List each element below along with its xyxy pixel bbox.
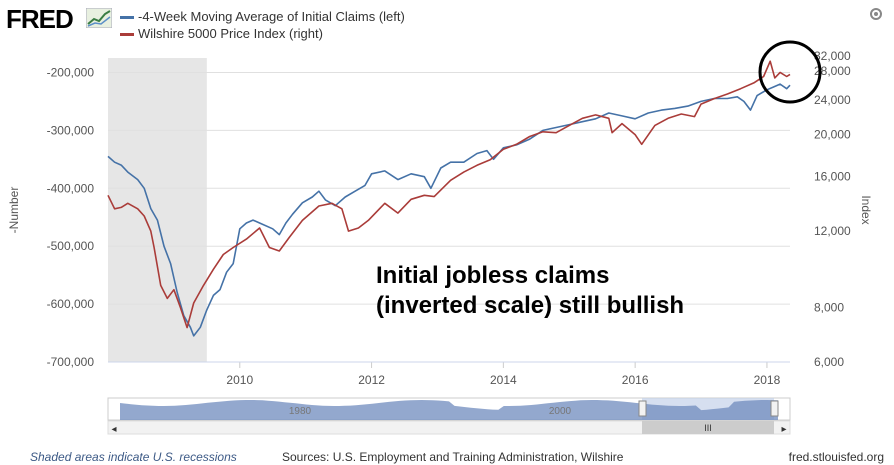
highlight-circle — [758, 40, 822, 104]
navigator-handle[interactable] — [638, 400, 647, 417]
right-tick-label: 20,000 — [814, 128, 851, 142]
legend-swatch-wilshire — [120, 33, 134, 37]
left-tick-label: -700,000 — [47, 355, 95, 369]
right-tick-label: 6,000 — [814, 355, 844, 369]
left-tick-label: -500,000 — [47, 239, 95, 253]
recession-shade — [108, 58, 207, 362]
series-layer — [107, 60, 791, 337]
line-graph-icon — [86, 8, 112, 28]
legend-label-claims: -4-Week Moving Average of Initial Claims… — [138, 9, 405, 24]
right-axis-label: Index — [859, 195, 873, 224]
scrollbar-grip[interactable]: III — [704, 423, 712, 433]
left-tick-label: -300,000 — [47, 123, 95, 137]
scroll-right-arrow-icon[interactable]: ▸ — [781, 424, 786, 435]
legend-label-wilshire: Wilshire 5000 Price Index (right) — [138, 26, 323, 41]
source-url[interactable]: fred.stlouisfed.org — [788, 450, 884, 464]
right-tick-label: 8,000 — [814, 301, 844, 315]
legend-swatch-claims — [120, 16, 134, 20]
scroll-left-arrow-icon[interactable]: ◂ — [111, 424, 116, 435]
right-tick-label: 32,000 — [814, 49, 851, 63]
left-tick-label: -400,000 — [47, 181, 95, 195]
plot-background — [108, 58, 207, 362]
chart-annotation: Initial jobless claims (inverted scale) … — [376, 261, 684, 321]
navigator-label: 1980 — [289, 406, 312, 417]
navigator-series — [120, 400, 778, 420]
right-tick-label: 24,000 — [814, 93, 851, 107]
legend-item-claims[interactable]: -4-Week Moving Average of Initial Claims… — [120, 9, 405, 24]
x-tick-label: 2014 — [490, 373, 517, 387]
left-tick-label: -200,000 — [47, 65, 95, 79]
series-line-wilshire[interactable] — [107, 60, 791, 329]
navigator[interactable]: 1980 2000 III ◂ ▸ — [107, 397, 791, 435]
right-tick-label: 12,000 — [814, 224, 851, 238]
scrollbar-track[interactable] — [107, 420, 791, 435]
x-tick-label: 2010 — [226, 373, 253, 387]
navigator-handle[interactable] — [770, 400, 779, 417]
chart-header: FRED -4-Week Moving Average of Initial C… — [0, 0, 894, 48]
highlight-circle-mark — [758, 40, 822, 104]
left-axis-label: -Number — [7, 187, 21, 234]
legend-item-wilshire[interactable]: Wilshire 5000 Price Index (right) — [120, 26, 323, 41]
sources-text: Sources: U.S. Employment and Training Ad… — [282, 450, 624, 464]
scrollbar-thumb[interactable] — [642, 421, 774, 434]
x-tick-label: 2012 — [358, 373, 385, 387]
recession-note: Shaded areas indicate U.S. recessions — [30, 450, 237, 464]
x-tick-label: 2016 — [622, 373, 649, 387]
fred-logo[interactable]: FRED — [6, 4, 74, 34]
right-tick-label: 28,000 — [814, 64, 851, 78]
annotation-line-1: Initial jobless claims — [376, 262, 610, 289]
x-tick-label: 2018 — [754, 373, 781, 387]
axes: -200,000 -300,000 -400,000 -500,000 -600,000… — [7, 49, 873, 387]
left-tick-label: -600,000 — [47, 297, 95, 311]
annotation-line-2: (inverted scale) still bullish — [376, 292, 685, 319]
gear-icon[interactable] — [868, 6, 884, 22]
right-tick-label: 16,000 — [814, 170, 851, 184]
navigator-label: 2000 — [549, 406, 572, 417]
series-line-claims[interactable] — [107, 83, 791, 337]
